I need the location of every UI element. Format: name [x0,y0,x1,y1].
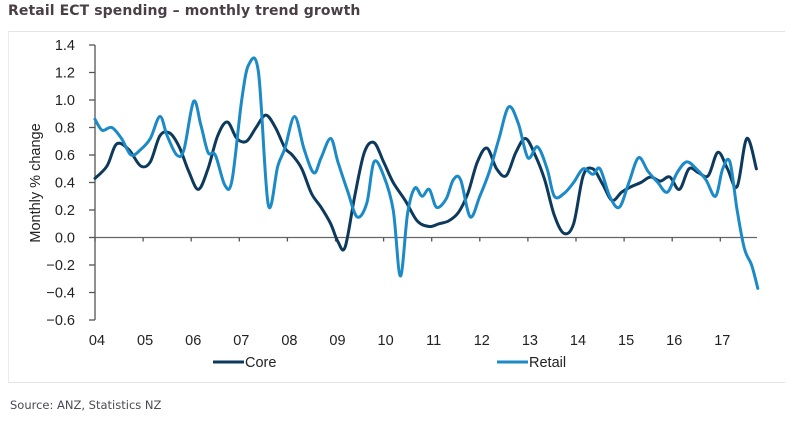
x-tick-label: 05 [137,333,153,349]
x-tick-label: 10 [378,333,394,349]
x-tick-label: 16 [666,333,682,349]
x-tick-label: 12 [474,333,490,349]
series [93,56,760,290]
x-tick-label: 15 [618,333,634,349]
source-note: Source: ANZ, Statistics NZ [10,398,162,412]
legend-label: Core [245,355,276,371]
x-tick-label: 11 [426,333,441,349]
y-axis: −0.6 −0.4 −0.2 0.0 0.2 0.4 0.6 0.8 1.0 1.2 1.4 [46,38,96,329]
legend-item-retail: Retail [497,355,566,371]
y-tick-label: 0.2 [55,203,75,219]
x-tick-label: 08 [281,333,297,349]
y-tick-label: −0.6 [46,313,75,329]
y-tick-label: 0.4 [55,176,75,192]
y-tick-label: 0.6 [55,148,75,164]
y-tick-label: 0.8 [55,121,75,137]
x-tick-label: 17 [714,333,730,349]
x-tick-label: 04 [89,333,105,349]
x-tick-label: 13 [522,333,538,349]
x-axis: 04 05 06 07 08 09 10 11 12 13 14 15 16 17 [89,236,757,349]
y-tick-label: 1.0 [55,93,75,109]
chart-frame [8,31,785,383]
x-tick-label: 09 [329,333,345,349]
x-tick-label: 07 [233,333,249,349]
legend-item-core: Core [213,355,276,371]
y-axis-label: Monthly % change [28,123,44,242]
y-tick-label: −0.2 [46,258,75,274]
series-line-core [93,113,758,252]
y-tick-label: −0.4 [46,286,75,302]
series-line-retail [93,56,760,290]
x-tick-label: 14 [570,333,586,349]
y-tick-label: 1.4 [55,38,75,54]
legend-label: Retail [529,355,566,371]
x-tick-label: 06 [185,333,201,349]
chart-title: Retail ECT spending – monthly trend grow… [8,3,361,19]
legend: Core Retail [213,355,566,371]
y-tick-label: 0.0 [55,231,75,247]
y-tick-label: 1.2 [55,66,75,82]
